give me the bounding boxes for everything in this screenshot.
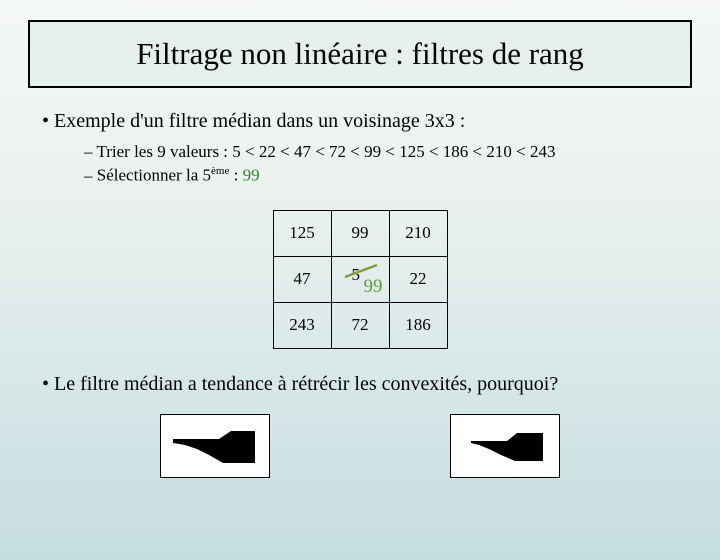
bullet-question: Le filtre médian a tendance à rétrécir l…: [42, 373, 678, 396]
shape-after-path: [471, 433, 543, 461]
sub-select-prefix: Sélectionner la 5: [97, 166, 211, 185]
sup-eme: ème: [211, 165, 229, 177]
cell-0-1: 99: [331, 210, 389, 256]
cell-2-2: 186: [389, 302, 447, 348]
grid-wrap: 125 99 210 47 5 99 22 243 72 186: [42, 210, 678, 349]
cell-0-0: 125: [273, 210, 331, 256]
cell-0-2: 210: [389, 210, 447, 256]
bullet-example: Exemple d'un filtre médian dans un voisi…: [42, 110, 678, 133]
shape-before-icon: [161, 415, 271, 479]
shape-before: [160, 414, 270, 478]
cell-1-2: 22: [389, 256, 447, 302]
shape-after-icon: [451, 415, 561, 479]
shape-after: [450, 414, 560, 478]
sub-sort-values: 5 < 22 < 47 < 72 < 99 < 125 < 186 < 210 …: [232, 142, 555, 161]
cell-1-1: 5 99: [331, 256, 389, 302]
new-value: 99: [364, 276, 383, 298]
shapes-row: [42, 414, 678, 478]
title-box: Filtrage non linéaire : filtres de rang: [28, 20, 692, 88]
sub-list: Trier les 9 valeurs : 5 < 22 < 47 < 72 <…: [42, 141, 678, 188]
cell-1-0: 47: [273, 256, 331, 302]
shape-before-path: [173, 431, 255, 463]
content-area: Exemple d'un filtre médian dans un voisi…: [0, 88, 720, 478]
cell-2-0: 243: [273, 302, 331, 348]
sub-select-suffix: :: [229, 166, 242, 185]
cell-2-1: 72: [331, 302, 389, 348]
sub-sort: Trier les 9 valeurs : 5 < 22 < 47 < 72 <…: [84, 141, 678, 164]
pixel-grid: 125 99 210 47 5 99 22 243 72 186: [273, 210, 448, 349]
sub-select: Sélectionner la 5ème : 99: [84, 164, 678, 188]
sub-select-value: 99: [243, 166, 260, 185]
page-title: Filtrage non linéaire : filtres de rang: [40, 36, 680, 72]
sub-sort-prefix: Trier les 9 valeurs :: [96, 142, 232, 161]
